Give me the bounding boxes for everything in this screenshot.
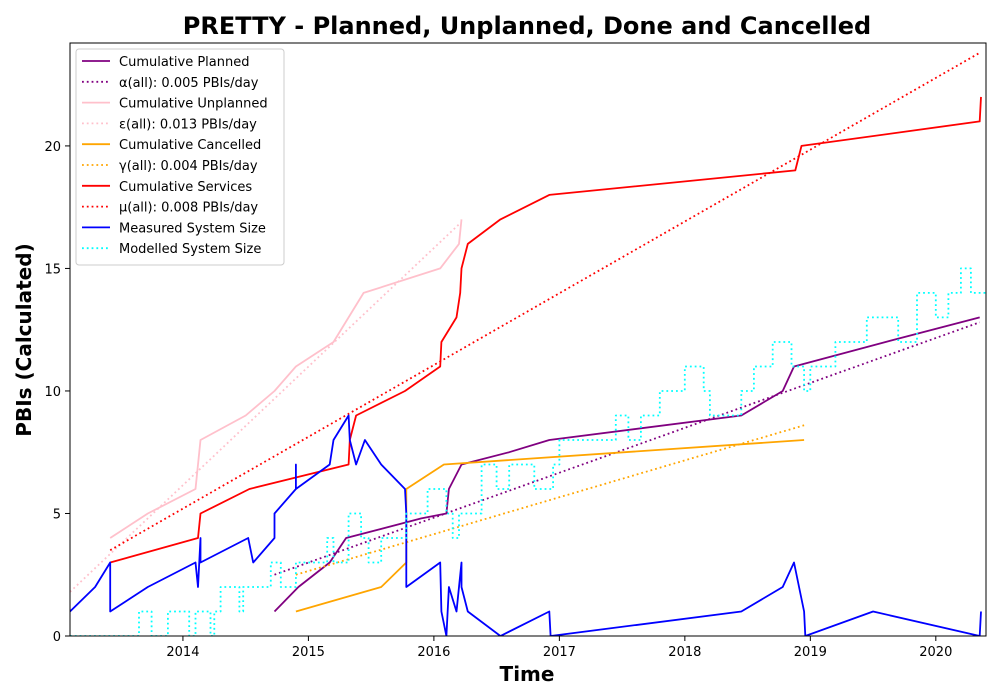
legend-label: μ(all): 0.008 PBIs/day — [119, 201, 258, 216]
series-line-5 — [295, 424, 805, 576]
y-tick-label: 20 — [44, 140, 61, 155]
series-line-1 — [274, 321, 981, 576]
x-tick-label: 2015 — [292, 645, 325, 660]
y-tick-label: 15 — [44, 262, 61, 277]
series-line-6 — [109, 96, 982, 564]
legend-label: α(all): 0.005 PBIs/day — [119, 76, 259, 91]
legend-label: Cumulative Planned — [119, 55, 249, 70]
series-group — [70, 52, 986, 636]
y-axis-label: PBIs (Calculated) — [12, 243, 36, 436]
series-line-8 — [70, 414, 982, 636]
x-axis-label: Time — [500, 662, 555, 686]
legend: Cumulative Planned α(all): 0.005 PBIs/day… — [75, 48, 285, 266]
series-line-2 — [109, 219, 463, 539]
series-line-7 — [109, 52, 981, 551]
y-tick-label: 10 — [44, 385, 61, 400]
x-tick-label: 2018 — [668, 645, 701, 660]
x-axis: 2014 2015 2016 2017 2018 2019 2020 — [166, 636, 952, 660]
plot-frame — [69, 42, 987, 637]
legend-label: Modelled System Size — [119, 242, 261, 257]
series-line-9 — [70, 267, 986, 636]
chart-title: PRETTY - Planned, Unplanned, Done and Ca… — [183, 12, 871, 40]
x-tick-label: 2019 — [794, 645, 827, 660]
legend-label: Measured System Size — [119, 221, 266, 236]
x-tick-label: 2017 — [543, 645, 576, 660]
legend-label: Cumulative Services — [119, 180, 252, 195]
y-axis: 0 5 10 15 20 — [44, 140, 70, 645]
x-tick-label: 2016 — [417, 645, 450, 660]
legend-label: Cumulative Unplanned — [119, 97, 268, 112]
series-line-3 — [70, 223, 460, 593]
y-tick-label: 5 — [53, 507, 61, 522]
series-line-0 — [273, 316, 980, 613]
x-tick-label: 2020 — [919, 645, 952, 660]
x-tick-label: 2014 — [166, 645, 199, 660]
legend-box — [75, 48, 285, 266]
legend-label: Cumulative Cancelled — [119, 138, 261, 153]
legend-label: ε(all): 0.013 PBIs/day — [119, 117, 257, 132]
y-tick-label: 0 — [53, 630, 61, 645]
legend-label: γ(all): 0.004 PBIs/day — [119, 159, 258, 174]
series-line-4 — [295, 439, 805, 613]
